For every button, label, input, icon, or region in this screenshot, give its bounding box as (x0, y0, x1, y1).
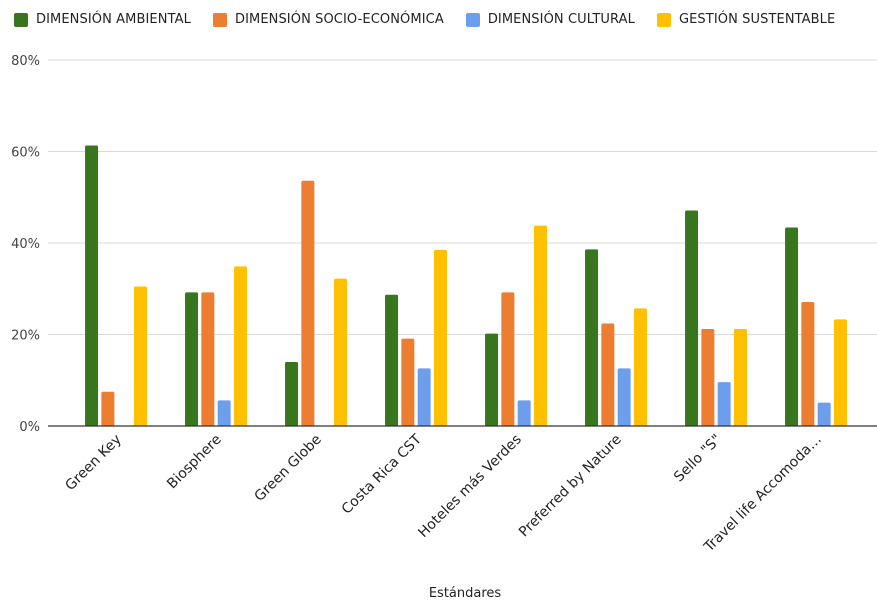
bar (185, 292, 199, 426)
bars (85, 145, 847, 427)
bar (533, 225, 547, 426)
bar (585, 249, 599, 426)
x-tick-label: Hoteles más Verdes (415, 432, 524, 541)
x-tick-label: Costa Rica CST (339, 431, 425, 517)
bar (401, 338, 415, 426)
bar (433, 249, 447, 426)
x-tick-label: Green Key (62, 432, 124, 494)
bar (601, 323, 615, 426)
legend-label: GESTIÓN SUSTENTABLE (678, 12, 836, 27)
y-tick-label: 20% (11, 329, 40, 344)
bar (817, 402, 831, 426)
bar (733, 329, 747, 426)
bar (217, 400, 231, 426)
x-tick-label: Sello "S" (671, 432, 725, 486)
legend-label: DIMENSIÓN AMBIENTAL (36, 12, 191, 27)
bar (285, 361, 299, 426)
bar (417, 368, 431, 426)
y-tick-label: 0% (19, 420, 40, 435)
legend-item: DIMENSIÓN AMBIENTAL (14, 12, 191, 27)
bar (101, 391, 115, 426)
bar (517, 400, 531, 426)
legend-item: GESTIÓN SUSTENTABLE (656, 12, 836, 27)
bar (617, 368, 631, 426)
legend-swatch (656, 12, 671, 27)
legend-swatch (212, 12, 227, 27)
bar (333, 278, 347, 426)
y-axis-ticks: 0% 20% 40% 60% 80% (11, 54, 40, 435)
x-tick-label: Preferred by Nature (516, 432, 625, 541)
y-tick-label: 80% (11, 54, 40, 69)
x-axis-title: Estándares (429, 586, 502, 601)
x-tick-label: Biosphere (164, 432, 225, 493)
bar (633, 308, 647, 426)
x-axis-category-labels: Green Key Biosphere Green Globe Costa Rica … (62, 431, 824, 556)
chart-legend: DIMENSIÓN AMBIENTAL DIMENSIÓN SOCIO-ECONÓ… (14, 12, 857, 27)
y-tick-label: 60% (11, 146, 40, 161)
bar (233, 266, 247, 426)
x-tick-label: Green Globe (252, 432, 325, 505)
bar (785, 227, 799, 426)
legend-item: DIMENSIÓN CULTURAL (465, 12, 635, 27)
legend-swatch (465, 12, 480, 27)
legend-item: DIMENSIÓN SOCIO-ECONÓMICA (212, 12, 444, 27)
y-tick-label: 40% (11, 237, 40, 252)
bar (501, 292, 515, 426)
bar (833, 319, 847, 426)
legend-label: DIMENSIÓN CULTURAL (487, 12, 635, 27)
bar (717, 382, 731, 426)
x-tick-label: Travel life Accomoda… (701, 432, 825, 556)
bar (485, 333, 499, 426)
bar (701, 329, 715, 426)
bar (85, 145, 99, 427)
bar (133, 286, 147, 426)
bar (201, 292, 215, 426)
bar (301, 180, 315, 426)
bar (385, 294, 399, 426)
legend-label: DIMENSIÓN SOCIO-ECONÓMICA (234, 12, 444, 27)
legend-swatch (14, 12, 28, 27)
bar (801, 302, 815, 426)
gridlines (48, 59, 877, 335)
bar (685, 210, 699, 426)
